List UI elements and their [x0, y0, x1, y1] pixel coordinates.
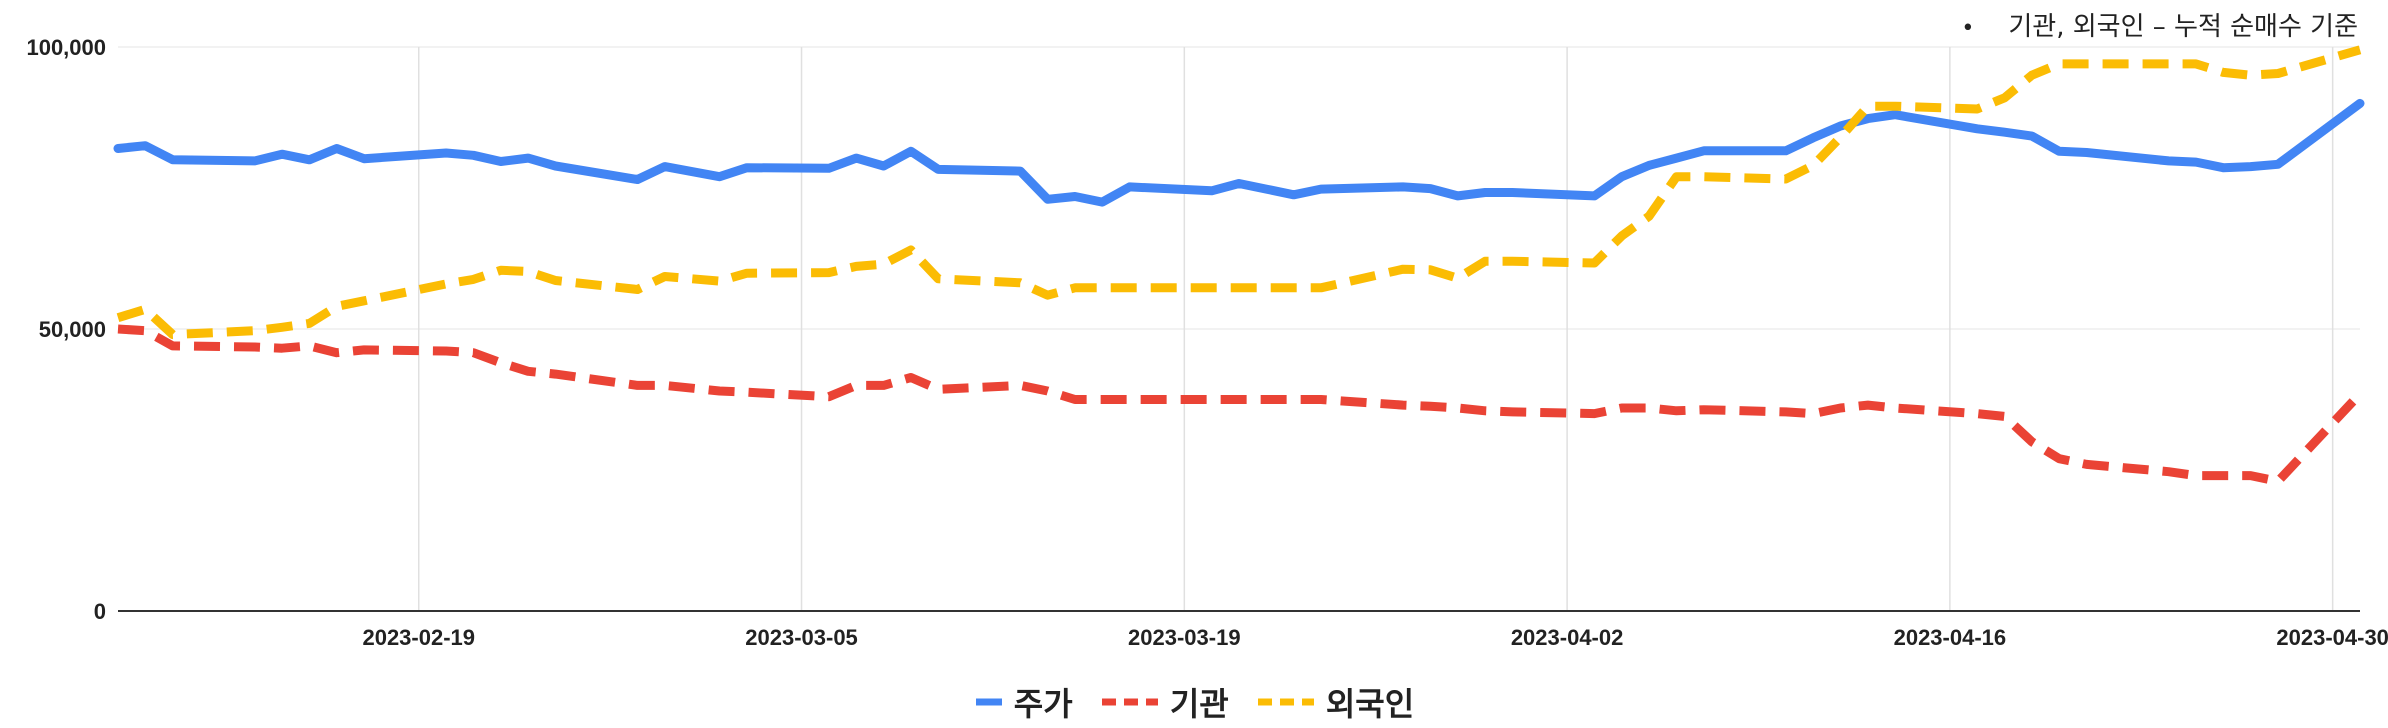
legend-item-price: 주가 [974, 679, 1073, 725]
x-tick-label: 2023-03-05 [745, 625, 858, 650]
x-tick-label: 2023-04-30 [2276, 625, 2388, 650]
x-tick-labels: 2023-02-19 2023-03-05 2023-03-19 2023-04-02… [362, 625, 2388, 650]
note-text: 기관, 외국인 – 누적 순매수 기준 [2008, 12, 2358, 42]
x-tick-label: 2023-04-02 [1511, 625, 1624, 650]
y-tick-label: 100,000 [26, 35, 106, 60]
legend-label-foreign: 외국인 [1325, 685, 1415, 723]
series-line-foreign [116, 45, 2362, 340]
legend-swatch-price [975, 698, 1002, 706]
legend-item-inst: 기관 [1100, 679, 1229, 725]
chart-note: • 기관, 외국인 – 누적 순매수 기준 [1961, 6, 2358, 43]
legend-label-inst: 기관 [1169, 685, 1229, 723]
legend-swatch-inst [1101, 698, 1158, 706]
x-tick-label: 2023-04-16 [1894, 625, 2007, 650]
y-tick-label: 0 [94, 599, 106, 624]
grid-lines [118, 46, 2360, 611]
series-lines [113, 45, 2365, 486]
note-bullet: • [1961, 16, 1975, 41]
y-tick-labels: 0 50,000 100,000 [26, 35, 106, 624]
legend-item-foreign: 외국인 [1256, 679, 1414, 725]
legend-label-price: 주가 [1013, 685, 1073, 723]
chart-legend: 주가 기관 외국인 [0, 678, 2388, 725]
x-tick-label: 2023-02-19 [362, 625, 475, 650]
y-tick-label: 50,000 [39, 317, 106, 342]
series-line-price [113, 98, 2365, 207]
x-tick-label: 2023-03-19 [1128, 625, 1241, 650]
legend-swatch-foreign [1257, 698, 1314, 706]
series-line-inst [117, 324, 2364, 486]
